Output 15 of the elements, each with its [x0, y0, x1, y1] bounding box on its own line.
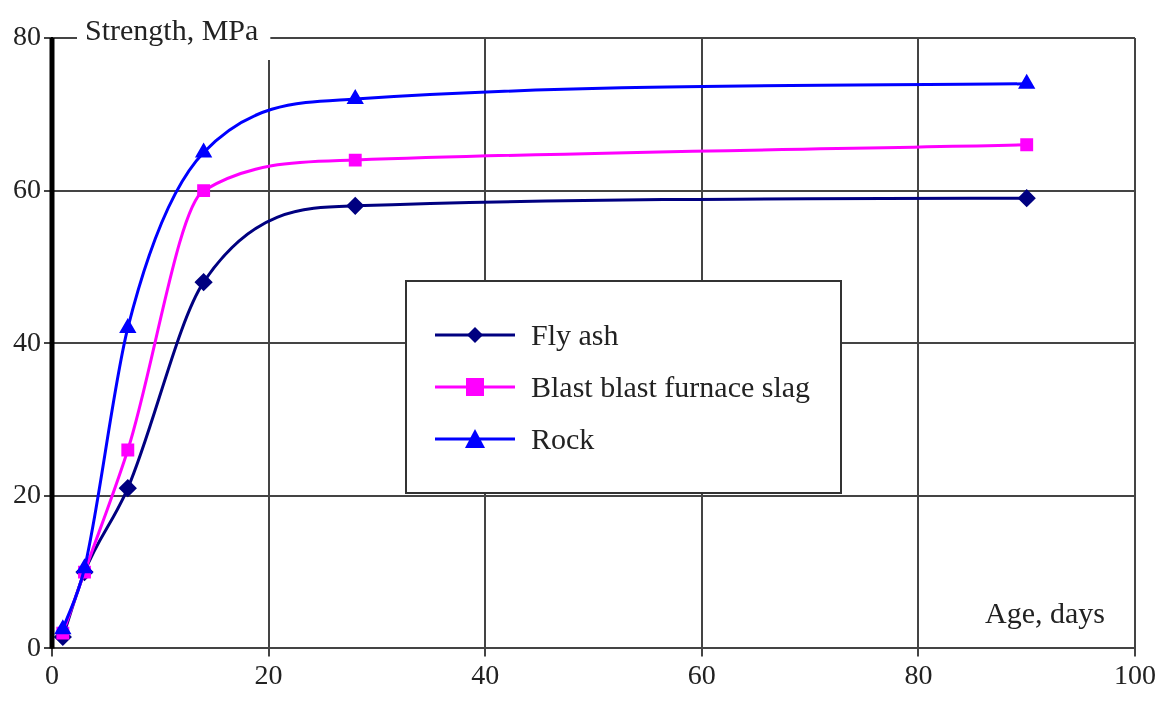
x-tick-label: 60 — [687, 658, 716, 690]
y-tick-label: 60 — [13, 172, 41, 204]
legend-label: Fly ash — [531, 318, 619, 352]
x-tick-label: 100 — [1114, 658, 1156, 690]
x-tick-label: 80 — [904, 658, 933, 690]
y-tick-label: 80 — [13, 20, 41, 52]
x-tick-label: 20 — [254, 658, 283, 690]
legend-label: Blast blast furnace slag — [531, 370, 811, 404]
legend-label: Rock — [531, 422, 595, 456]
y-tick-label: 0 — [27, 630, 41, 662]
y-tick-label: 20 — [13, 478, 41, 510]
x-tick-label: 40 — [471, 658, 500, 690]
y-axis-title: Strength, MPa — [85, 12, 259, 46]
y-tick-label: 40 — [13, 325, 41, 357]
x-axis-title: Age, days — [985, 596, 1105, 630]
